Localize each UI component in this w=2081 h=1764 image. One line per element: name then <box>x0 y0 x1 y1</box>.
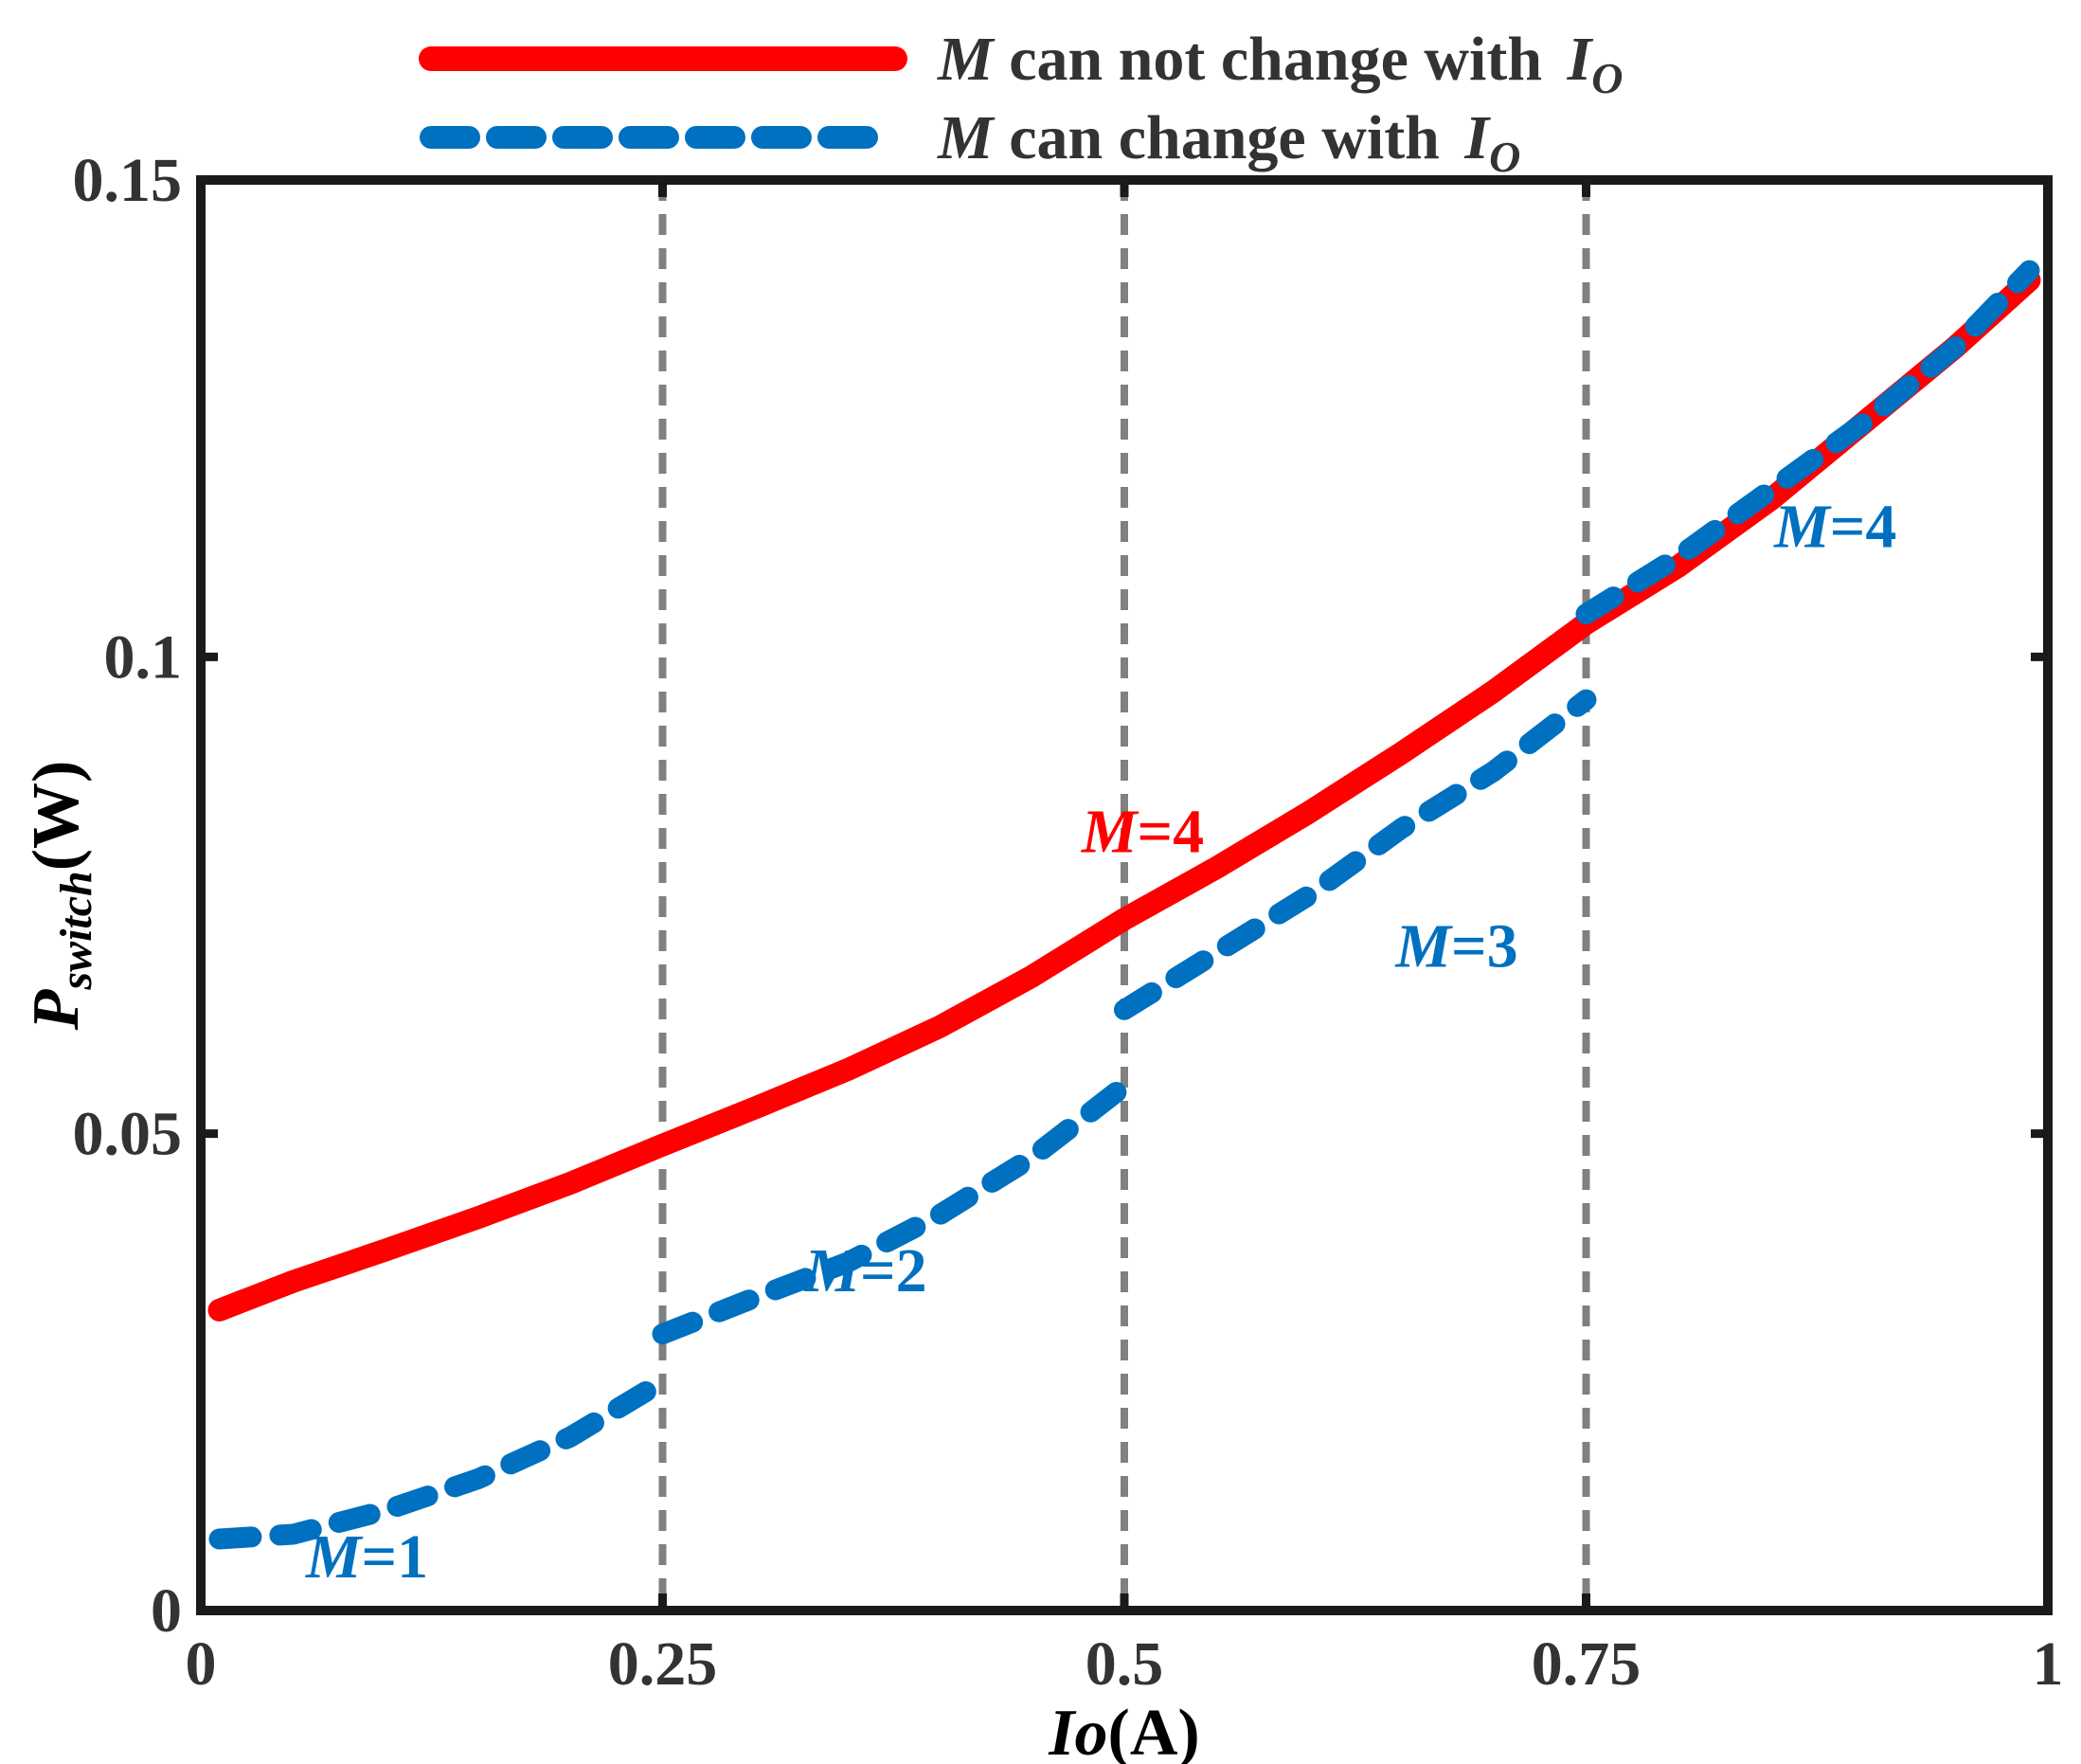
y-axis-title: Pswitch(W) <box>20 761 101 1032</box>
annotation-value: =1 <box>362 1522 429 1592</box>
legend-text: can not change with <box>994 25 1558 94</box>
legend-label-2: M can change with IO <box>937 103 1520 181</box>
legend-m: M <box>937 25 996 94</box>
x-tick-label: 0.25 <box>608 1629 718 1699</box>
series-line-dashed <box>652 1075 1135 1345</box>
y-axis-sub: switch <box>51 871 101 990</box>
legend-m: M <box>937 103 996 172</box>
x-axis-var: Io <box>1048 1697 1107 1764</box>
legend-io-sub: O <box>1591 54 1623 102</box>
legend-text: can change with <box>994 103 1456 172</box>
annotation-value: =2 <box>860 1236 927 1305</box>
axis-titles: Io(A) Pswitch(W) <box>20 761 1200 1764</box>
y-axis-unit: (W) <box>20 761 93 872</box>
annotation-label: M=3 <box>1394 912 1517 981</box>
annotation-label: M=2 <box>803 1236 926 1305</box>
x-axis-title: Io(A) <box>1048 1697 1199 1764</box>
series-layer <box>207 260 2041 1550</box>
y-axis-var: P <box>20 988 93 1031</box>
annotation-label: M=4 <box>1081 798 1204 867</box>
legend-io: I <box>1463 103 1491 172</box>
annotation-label: M=1 <box>305 1522 428 1592</box>
annotation-m: M <box>1773 493 1832 562</box>
annotation-value: =4 <box>1830 493 1897 562</box>
annotation-m: M <box>1081 798 1139 867</box>
y-tick-label: 0.05 <box>73 1100 183 1169</box>
series-2 <box>208 260 2040 1550</box>
series-line-dashed <box>1114 689 1597 1020</box>
legend: M can not change with IOM can change wit… <box>419 25 1623 181</box>
annotation-value: =4 <box>1138 798 1205 867</box>
x-axis-unit: (A) <box>1108 1697 1200 1764</box>
legend-io-sub: O <box>1489 133 1520 181</box>
y-tick-label: 0 <box>151 1576 182 1646</box>
x-tick-label: 0.75 <box>1532 1629 1641 1699</box>
series-line-dashed <box>1575 260 2040 624</box>
x-tick-label: 0.5 <box>1085 1629 1164 1699</box>
legend-io: I <box>1567 25 1594 94</box>
axis-ticks: 0 0.25 0.5 0.75 1 0 0.05 0.1 0.15 <box>73 146 2064 1699</box>
series-line-dashed <box>208 1371 673 1550</box>
y-tick-label: 0.15 <box>73 146 183 215</box>
reference-lines <box>658 180 1590 1611</box>
annotations: M=1M=2M=3M=4M=4 <box>305 493 1897 1592</box>
annotation-value: =3 <box>1451 912 1518 981</box>
x-tick-label: 1 <box>2033 1629 2064 1699</box>
annotation-m: M <box>305 1522 364 1592</box>
legend-label-1: M can not change with IO <box>937 25 1623 102</box>
x-tick-label: 0 <box>186 1629 217 1699</box>
annotation-m: M <box>803 1236 862 1305</box>
y-tick-label: 0.1 <box>104 622 183 692</box>
annotation-label: M=4 <box>1773 493 1896 562</box>
annotation-m: M <box>1394 912 1453 981</box>
